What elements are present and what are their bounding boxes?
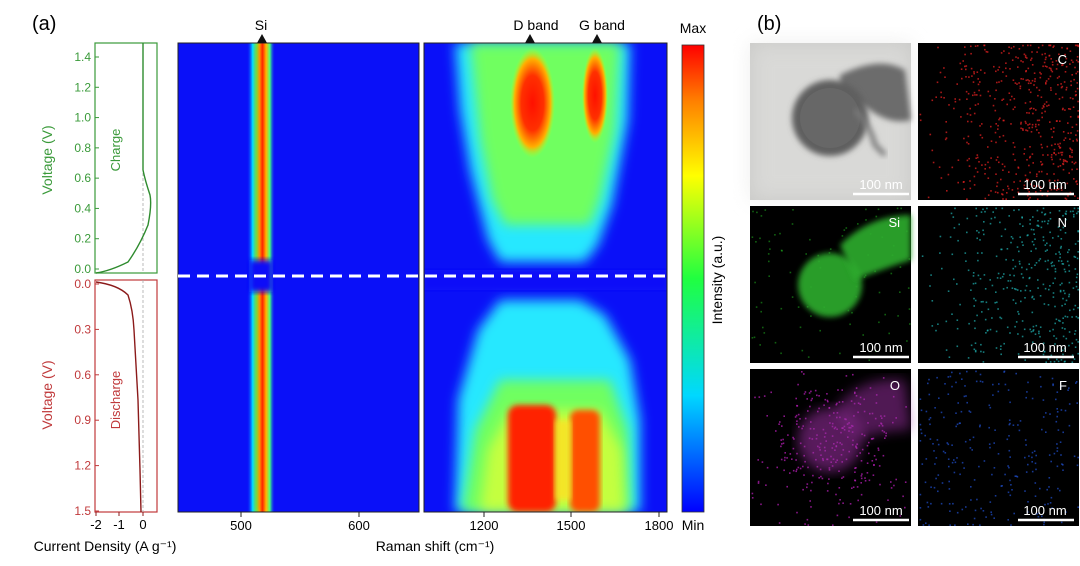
g-band-label: G band bbox=[579, 17, 625, 33]
colorbar-gradient bbox=[681, 44, 705, 513]
map-f bbox=[918, 369, 1079, 526]
map-o-scale-label: 100 nm bbox=[859, 503, 902, 518]
colorbar: Max Min Intensity (a.u.) bbox=[680, 20, 725, 533]
d-band-charge bbox=[510, 48, 555, 158]
discharge-ytick-label: 0.6 bbox=[74, 368, 91, 382]
discharge-ytick-label: 0.9 bbox=[74, 413, 91, 427]
map-labels: C Si N O F 100 nm 100 nm 100 nm 100 nm 1… bbox=[853, 52, 1074, 522]
raman-xtick-label: 500 bbox=[230, 518, 252, 533]
map-n-scale-label: 100 nm bbox=[1023, 340, 1066, 355]
discharge-ytick-label: 0.0 bbox=[74, 277, 91, 291]
colorbar-max-label: Max bbox=[680, 20, 706, 36]
charge-yticks: 1.4 1.2 1.0 0.8 0.6 0.4 0.2 0.0 bbox=[74, 50, 99, 276]
current-xtick-label: 0 bbox=[139, 517, 146, 532]
charge-ytick-label: 0.2 bbox=[74, 232, 91, 246]
g-band-charge bbox=[582, 48, 608, 143]
charge-ytick-label: 1.0 bbox=[74, 111, 91, 125]
si-peak-marker bbox=[257, 34, 267, 43]
tem-scale-label: 100 nm bbox=[859, 177, 902, 192]
discharge-annotation: Discharge bbox=[108, 371, 123, 430]
map-c-scale-label: 100 nm bbox=[1023, 177, 1066, 192]
colorbar-label: Intensity (a.u.) bbox=[709, 236, 725, 325]
si-peak-label: Si bbox=[255, 17, 267, 33]
discharge-ytick-label: 1.2 bbox=[74, 459, 91, 473]
map-c-label: C bbox=[1058, 52, 1067, 67]
map-o-label: O bbox=[890, 378, 900, 393]
raman-xlabel: Raman shift (cm⁻¹) bbox=[376, 538, 495, 554]
map-si-label: Si bbox=[888, 215, 900, 230]
map-n-label: N bbox=[1058, 215, 1067, 230]
current-xtick-label: -2 bbox=[90, 517, 102, 532]
charge-plot: 1.4 1.2 1.0 0.8 0.6 0.4 0.2 0.0 Charge Voltage … bbox=[39, 42, 158, 276]
charge-ytick-label: 1.4 bbox=[74, 50, 91, 64]
raman-xticks: 500 600 1200 1500 1800 bbox=[230, 512, 673, 533]
charge-ytick-label: 0.0 bbox=[74, 262, 91, 276]
raman-xtick-label: 1500 bbox=[557, 518, 586, 533]
charge-ytick-label: 0.6 bbox=[74, 171, 91, 185]
discharge-plot: 0.0 0.3 0.6 0.9 1.2 1.5 Discharge Voltage (V) bbox=[39, 277, 158, 518]
peak-markers: Si D band G band bbox=[255, 17, 625, 43]
charge-plot-frame bbox=[94, 42, 158, 274]
charge-ytick-label: 1.2 bbox=[74, 80, 91, 94]
current-xtick-label: -1 bbox=[113, 517, 125, 532]
charge-ytick-label: 0.4 bbox=[74, 201, 91, 215]
discharge-yticks: 0.0 0.3 0.6 0.9 1.2 1.5 bbox=[74, 277, 99, 518]
discharge-ylabel: Voltage (V) bbox=[39, 360, 55, 429]
raman-xtick-label: 1800 bbox=[645, 518, 674, 533]
tem-image bbox=[750, 43, 911, 200]
colorbar-min-label: Min bbox=[682, 517, 705, 533]
map-si bbox=[750, 206, 911, 363]
raman-xtick-label: 1200 bbox=[470, 518, 499, 533]
discharge-ytick-label: 1.5 bbox=[74, 504, 91, 518]
current-xticks: -2 -1 0 bbox=[90, 512, 147, 532]
panel-a-label: (a) bbox=[32, 13, 56, 35]
charge-ylabel: Voltage (V) bbox=[39, 125, 55, 194]
raman-xtick-label: 600 bbox=[348, 518, 370, 533]
discharge-curve bbox=[95, 281, 142, 513]
charge-ytick-label: 0.8 bbox=[74, 141, 91, 155]
g-band-discharge bbox=[570, 410, 600, 512]
discharge-plot-frame bbox=[94, 279, 158, 513]
panel-b-label: (b) bbox=[757, 13, 781, 35]
map-f-scale-label: 100 nm bbox=[1023, 503, 1066, 518]
discharge-ytick-label: 0.3 bbox=[74, 322, 91, 336]
g-band-marker bbox=[592, 34, 602, 43]
map-c bbox=[918, 43, 1079, 200]
current-xlabel: Current Density (A g⁻¹) bbox=[34, 538, 177, 554]
map-si-scale-label: 100 nm bbox=[859, 340, 902, 355]
charge-annotation: Charge bbox=[108, 129, 123, 172]
d-band-marker bbox=[525, 34, 535, 43]
map-f-label: F bbox=[1059, 378, 1067, 393]
map-o bbox=[750, 369, 911, 526]
d-band-label: D band bbox=[513, 17, 558, 33]
charge-curve bbox=[95, 43, 152, 274]
d-band-discharge bbox=[508, 405, 556, 512]
map-n bbox=[918, 206, 1079, 363]
